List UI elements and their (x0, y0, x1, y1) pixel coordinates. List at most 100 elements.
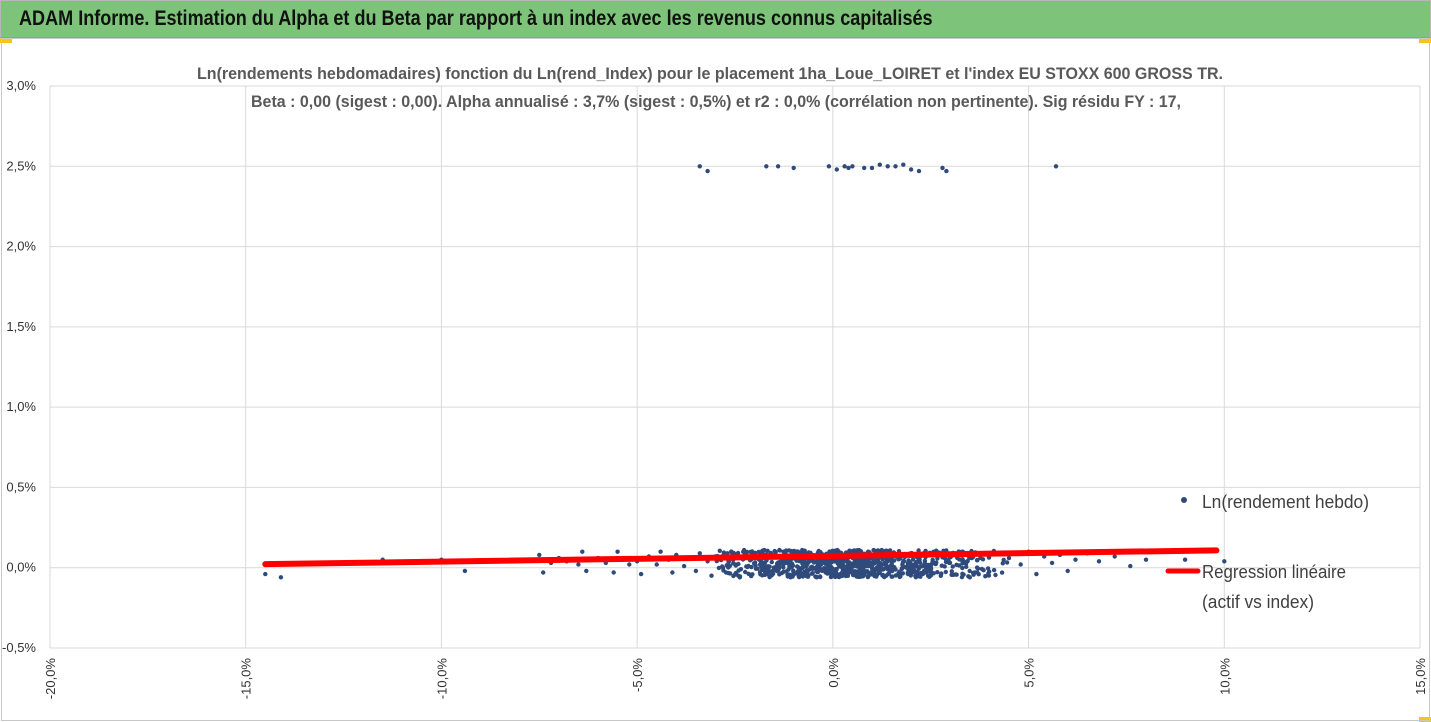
data-point (775, 164, 781, 169)
data-point (890, 574, 895, 579)
regression-line-group (262, 547, 1220, 568)
data-point (744, 549, 750, 555)
data-point (885, 164, 890, 169)
data-point (910, 557, 916, 562)
data-point (905, 570, 910, 575)
y-tick-label: 1,5% (6, 319, 36, 334)
data-point (762, 560, 768, 565)
data-point (716, 565, 722, 571)
data-point (800, 565, 806, 570)
data-point (943, 569, 948, 575)
data-point (769, 573, 774, 578)
data-point (922, 562, 928, 568)
data-point (758, 572, 763, 577)
data-point (841, 573, 846, 578)
data-point (885, 571, 891, 577)
data-point (1096, 559, 1102, 564)
data-point (993, 572, 998, 578)
data-point (822, 561, 828, 566)
data-point (462, 568, 468, 574)
data-point (930, 560, 935, 565)
data-point (850, 548, 855, 554)
data-point (627, 562, 632, 567)
corner-marker-bottom-right (1419, 717, 1431, 722)
data-point (697, 164, 702, 169)
data-point (777, 564, 782, 569)
legend-label-points: Ln(rendement hebdo) (1202, 492, 1369, 512)
data-point (817, 574, 823, 579)
data-point (916, 574, 921, 579)
header-banner: ADAM Informe. Estimation du Alpha et du … (0, 0, 1431, 38)
data-point (935, 570, 940, 575)
data-point (949, 569, 954, 574)
data-point (901, 558, 906, 564)
data-point (991, 567, 997, 573)
data-point (1006, 555, 1012, 561)
data-point (693, 568, 699, 574)
data-point (814, 575, 819, 580)
data-point (1049, 560, 1055, 566)
data-point (931, 571, 936, 576)
page-title: ADAM Informe. Estimation du Alpha et du … (19, 7, 933, 30)
data-point (862, 165, 867, 171)
data-point (944, 168, 949, 174)
data-point (961, 572, 966, 577)
data-point (753, 566, 759, 571)
data-point (857, 561, 863, 566)
data-point (580, 549, 585, 554)
data-point (938, 573, 943, 578)
data-point (807, 566, 813, 572)
data-point (772, 567, 777, 572)
data-point (1034, 571, 1039, 577)
data-point (797, 574, 803, 579)
data-point (654, 562, 659, 567)
data-point (1065, 568, 1070, 574)
data-point (794, 571, 799, 576)
data-point (845, 573, 851, 578)
data-point (828, 574, 834, 579)
data-point (967, 568, 972, 574)
x-tick-label: 15,0% (1413, 658, 1428, 695)
data-point (750, 572, 755, 577)
data-point (967, 575, 972, 580)
legend-label-regression-line1: Regression linéaire (1202, 562, 1346, 582)
data-point (846, 565, 851, 570)
data-point (777, 548, 782, 553)
data-point (915, 570, 920, 575)
data-point (764, 164, 769, 169)
data-point (762, 547, 767, 553)
data-point (749, 564, 754, 570)
data-point (983, 574, 988, 579)
data-point (835, 547, 840, 553)
data-point (836, 563, 842, 568)
tick-labels: -0,5% 0,0% 0,5% 1,0% 1,5% 2,0% 2,5% 3,0% -20,0% -… (2, 78, 1428, 699)
data-point (882, 573, 888, 579)
data-point (798, 558, 803, 563)
data-point (886, 558, 892, 563)
data-point (576, 562, 581, 567)
data-point (717, 548, 722, 553)
data-point (781, 565, 786, 570)
data-point (777, 572, 782, 577)
data-point (922, 558, 928, 563)
data-point (899, 566, 905, 571)
data-point (537, 552, 542, 558)
data-point (658, 549, 663, 554)
data-point (783, 548, 788, 554)
data-point (826, 566, 831, 571)
data-point (611, 570, 616, 575)
y-tick-label: 2,5% (6, 158, 36, 173)
data-point (1143, 557, 1149, 562)
data-point (842, 164, 847, 169)
data-point (1073, 557, 1078, 562)
data-point (786, 567, 791, 572)
data-point (857, 571, 862, 577)
data-point (638, 571, 644, 577)
data-point (942, 564, 947, 569)
data-point (1018, 562, 1023, 567)
data-point (795, 564, 800, 569)
data-point (731, 573, 736, 579)
data-point (920, 571, 926, 577)
data-point (769, 559, 774, 565)
data-point (875, 548, 881, 553)
